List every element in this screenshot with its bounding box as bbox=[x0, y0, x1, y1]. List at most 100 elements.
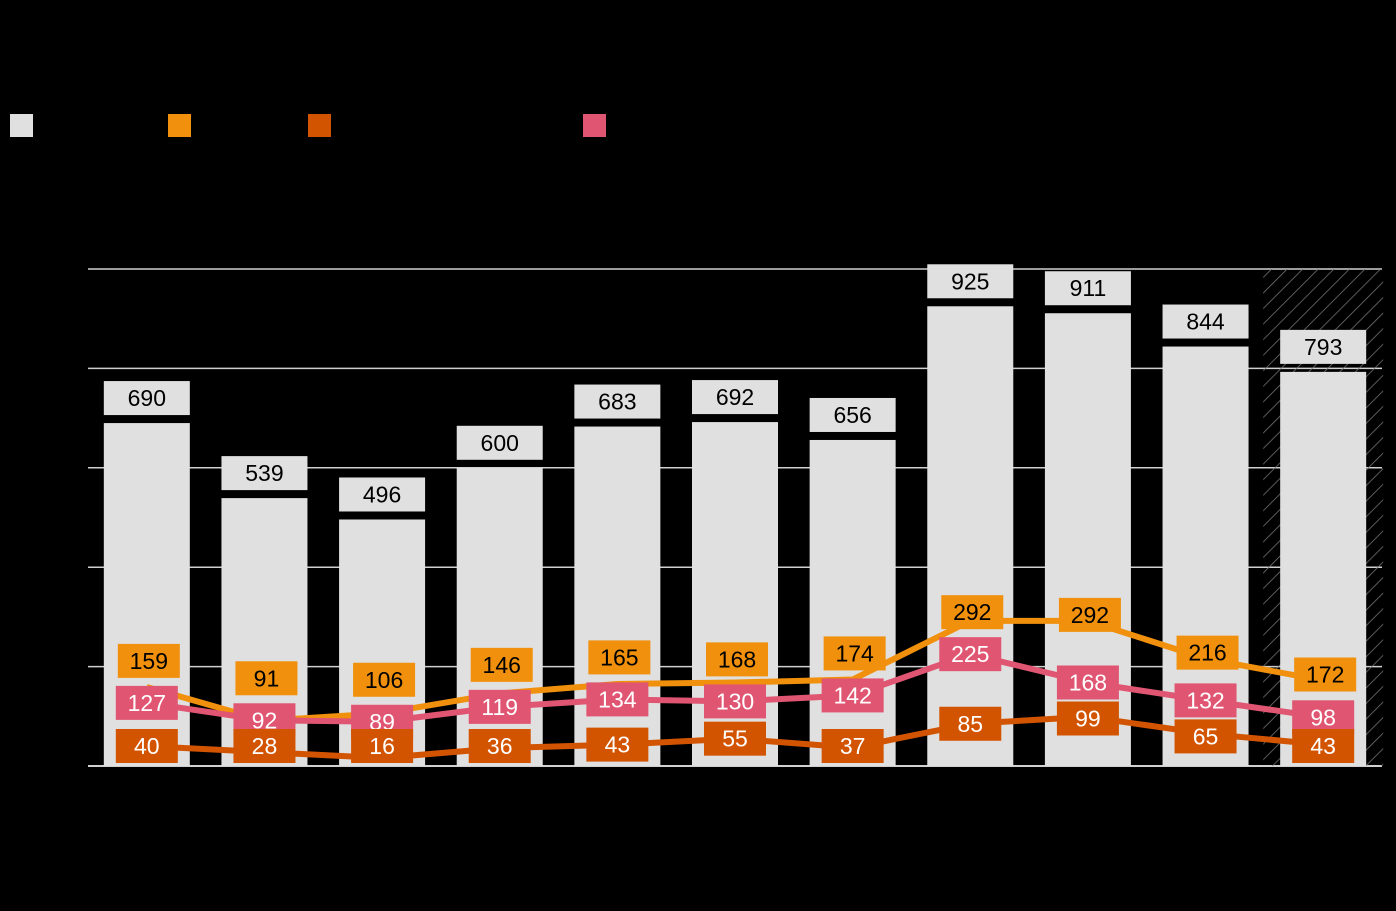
data-label-text: 692 bbox=[716, 384, 754, 410]
data-label: 225 bbox=[939, 637, 1002, 672]
data-label-box bbox=[809, 397, 896, 432]
data-label-box bbox=[115, 729, 178, 763]
data-label-text: 106 bbox=[365, 667, 403, 693]
data-label: 99 bbox=[1056, 701, 1119, 736]
data-label-box bbox=[941, 595, 1004, 630]
data-label-box bbox=[353, 662, 416, 697]
data-label-text: 225 bbox=[951, 641, 989, 667]
data-label: 159 bbox=[117, 643, 180, 678]
data-label-text: 683 bbox=[598, 389, 636, 415]
data-label-box bbox=[586, 727, 649, 762]
data-label-box bbox=[117, 643, 180, 678]
data-label: 43 bbox=[1292, 729, 1355, 763]
data-label-text: 911 bbox=[1070, 275, 1107, 301]
data-label-box bbox=[1174, 683, 1237, 718]
data-label-text: 43 bbox=[605, 732, 631, 758]
data-label: 65 bbox=[1174, 719, 1237, 754]
data-label: 656 bbox=[809, 397, 896, 432]
data-label-text: 134 bbox=[598, 686, 637, 712]
data-label-box bbox=[1294, 657, 1357, 692]
data-label-box bbox=[1176, 635, 1239, 670]
data-label: 130 bbox=[704, 684, 766, 719]
data-label: 106 bbox=[353, 662, 416, 697]
data-label-box bbox=[115, 685, 178, 720]
data-label-text: 844 bbox=[1186, 309, 1225, 335]
data-label-text: 292 bbox=[1071, 602, 1109, 628]
series-line bbox=[145, 617, 1324, 724]
legend-item-dark-orange bbox=[308, 114, 339, 137]
data-label: 127 bbox=[115, 685, 178, 720]
data-label: 16 bbox=[351, 729, 414, 763]
data-label-box bbox=[1292, 729, 1355, 763]
data-label-box bbox=[704, 721, 766, 756]
data-label: 683 bbox=[574, 384, 661, 419]
data-label-box bbox=[821, 729, 884, 763]
data-label: 28 bbox=[233, 729, 296, 763]
data-label: 98 bbox=[1292, 700, 1355, 735]
data-label-box bbox=[823, 636, 886, 671]
data-label: 174 bbox=[823, 636, 886, 671]
data-label-box bbox=[470, 647, 533, 682]
data-label: 168 bbox=[706, 642, 768, 677]
data-label-box bbox=[1280, 329, 1367, 364]
data-label-box bbox=[939, 706, 1002, 741]
data-label-text: 539 bbox=[245, 460, 283, 486]
data-label-box bbox=[221, 456, 308, 491]
data-label: 37 bbox=[821, 729, 884, 763]
data-label-box bbox=[103, 381, 190, 416]
legend-item-total bbox=[10, 114, 41, 137]
legend-item-pink bbox=[583, 114, 614, 137]
data-label-box bbox=[468, 729, 531, 763]
data-label: 692 bbox=[692, 380, 778, 415]
data-label-box bbox=[1056, 665, 1119, 700]
data-label-text: 37 bbox=[840, 733, 866, 759]
data-label: 40 bbox=[115, 729, 178, 763]
data-label-box bbox=[1162, 304, 1249, 339]
data-label-text: 119 bbox=[481, 694, 518, 720]
data-label-box bbox=[1292, 700, 1355, 735]
data-label-text: 142 bbox=[833, 682, 871, 708]
data-label-text: 36 bbox=[487, 733, 513, 759]
data-label-box bbox=[1174, 719, 1237, 754]
data-label-box bbox=[468, 689, 531, 724]
data-label-text: 925 bbox=[951, 268, 989, 294]
data-label: 793 bbox=[1280, 329, 1367, 364]
data-label: 168 bbox=[1056, 665, 1119, 700]
data-label: 119 bbox=[468, 689, 531, 724]
data-label: 216 bbox=[1176, 635, 1239, 670]
data-label-text: 146 bbox=[483, 652, 521, 678]
data-label-text: 130 bbox=[716, 688, 754, 714]
data-label: 91 bbox=[235, 661, 298, 696]
data-label-box bbox=[586, 682, 649, 717]
data-labels: 690 539 496 600 683 692 656 925 911 844 793 159 91 10… bbox=[103, 264, 1367, 763]
data-label-text: 40 bbox=[134, 733, 160, 759]
data-label: 925 bbox=[927, 264, 1014, 299]
data-label: 600 bbox=[456, 425, 543, 460]
data-label-text: 496 bbox=[363, 481, 401, 507]
data-label: 43 bbox=[586, 727, 649, 762]
data-label-text: 132 bbox=[1186, 687, 1224, 713]
data-label-text: 165 bbox=[600, 644, 638, 670]
data-label-text: 55 bbox=[722, 726, 748, 752]
bar bbox=[927, 306, 1014, 766]
data-label: 292 bbox=[941, 595, 1004, 630]
data-label-text: 172 bbox=[1306, 662, 1344, 688]
legend-swatch-orange bbox=[168, 114, 191, 137]
data-label-box bbox=[704, 684, 766, 719]
data-label: 165 bbox=[588, 640, 651, 675]
bar bbox=[809, 439, 896, 766]
data-label-box bbox=[574, 384, 661, 419]
data-label-text: 168 bbox=[718, 646, 756, 672]
data-label: 539 bbox=[221, 456, 308, 491]
data-label: 142 bbox=[821, 678, 884, 713]
data-label-box bbox=[706, 642, 768, 677]
data-label-box bbox=[692, 380, 778, 415]
data-label-box bbox=[351, 729, 414, 763]
data-label: 844 bbox=[1162, 304, 1249, 339]
legend-swatch-pink bbox=[583, 114, 606, 137]
data-label: 496 bbox=[339, 477, 426, 512]
data-label-text: 690 bbox=[128, 385, 166, 411]
data-label-box bbox=[339, 477, 426, 512]
data-label-text: 65 bbox=[1193, 723, 1219, 749]
